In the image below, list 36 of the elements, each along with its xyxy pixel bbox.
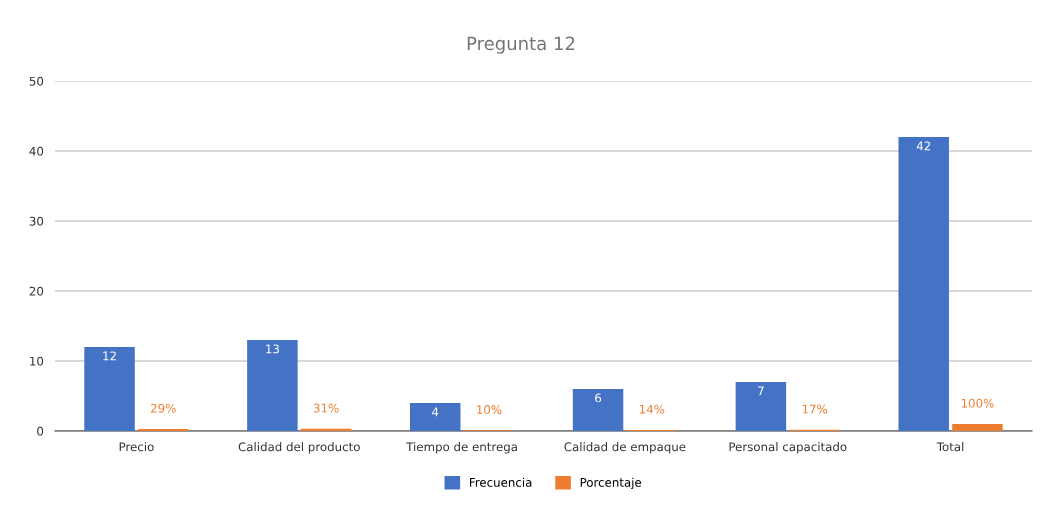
data-label: 12 [103,351,116,361]
data-label: 6 [595,393,602,403]
y-tick-label: 20 [29,286,44,296]
bar [735,382,787,431]
legend-label: Porcentaje [580,477,642,490]
bar [138,428,189,431]
data-label: 31% [313,403,339,413]
bar [247,340,298,431]
data-label: 17% [802,404,828,414]
bar [84,347,135,431]
bar [898,137,949,431]
y-tick-label: 40 [29,146,44,156]
x-tick-label: Tiempo de entrega [406,442,517,454]
legend-label: Frecuencia [470,477,532,487]
data-label: 29% [151,403,176,413]
y-tick-label: 30 [29,216,44,226]
x-tick-label: Personal capacitado [729,442,847,454]
data-label: 10% [477,405,502,415]
bar [952,424,1003,431]
data-label: 7 [758,386,764,396]
y-tick-label: 50 [29,76,44,86]
x-tick-label: Precio [119,442,154,452]
data-label: 42 [916,141,931,151]
data-label: 100% [961,398,994,408]
bar [409,403,461,431]
chart-title: Pregunta 12 [467,36,575,54]
data-label: 4 [432,407,439,417]
x-tick-label: Calidad del producto [238,442,360,454]
data-label: 13 [266,344,279,354]
bar [572,389,624,431]
y-tick-label: 10 [30,356,44,366]
y-tick-label: 0 [37,426,44,436]
bar [300,428,352,431]
x-tick-label: Total [936,442,964,452]
data-label: 14% [639,404,665,414]
x-tick-label: Calidad de empaque [564,442,686,454]
